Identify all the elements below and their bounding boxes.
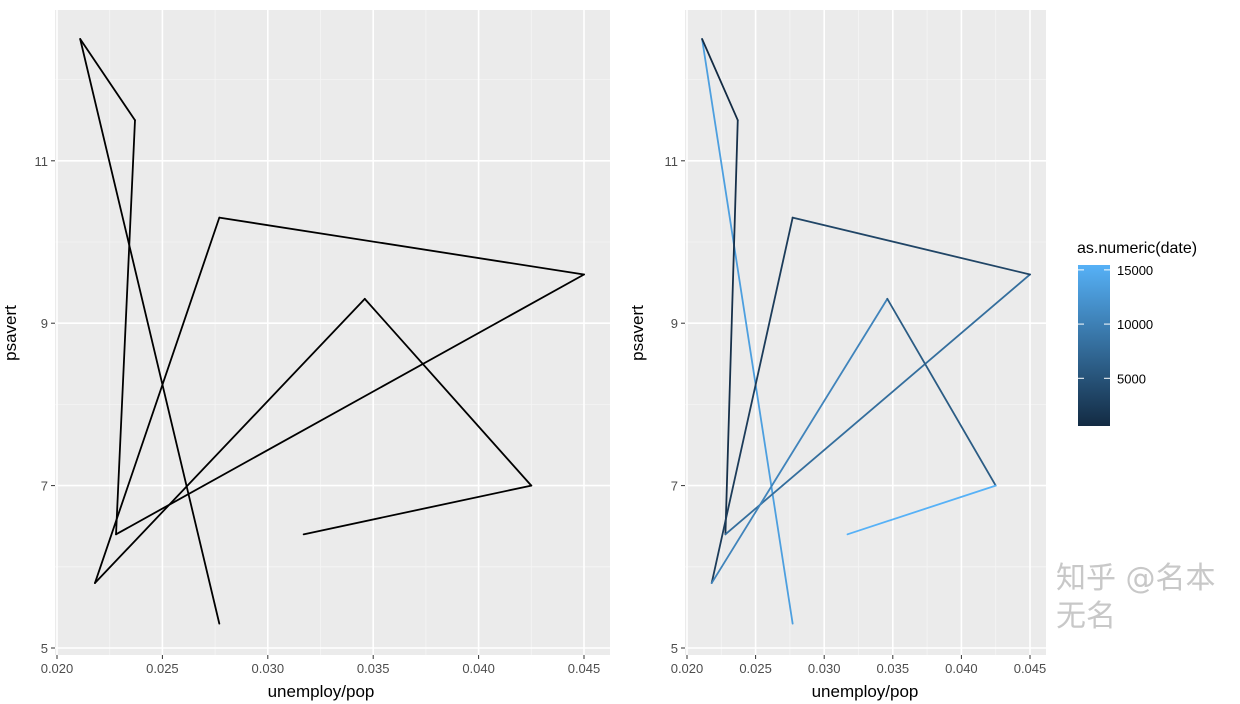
y-axis-title: psavert xyxy=(1,305,20,361)
x-tick-label: 0.020 xyxy=(41,661,74,676)
legend-label: 15000 xyxy=(1117,263,1153,278)
path-segment xyxy=(79,38,221,625)
x-axis-title: unemploy/pop xyxy=(268,682,375,701)
y-tick-label: 9 xyxy=(671,316,678,331)
path-segment xyxy=(363,297,533,487)
path-segment xyxy=(94,297,366,584)
y-tick-label: 5 xyxy=(671,641,678,656)
x-tick-label: 0.035 xyxy=(357,661,390,676)
x-tick-label: 0.035 xyxy=(877,661,910,676)
y-tick-label: 7 xyxy=(41,479,48,494)
x-tick-label: 0.045 xyxy=(1014,661,1047,676)
path-segment xyxy=(79,38,136,122)
x-tick-label: 0.020 xyxy=(671,661,704,676)
path-segment xyxy=(846,484,997,536)
x-tick-label: 0.030 xyxy=(252,661,285,676)
left-panel: 0.020 0.025 0.030 0.035 0.040 0.045 5 7 9 11 unemp… xyxy=(1,10,610,701)
path-segment xyxy=(115,273,585,536)
x-tick-label: 0.045 xyxy=(568,661,601,676)
path-segment xyxy=(115,119,136,536)
path-segment xyxy=(724,273,1031,536)
path-segment xyxy=(886,297,997,487)
path-segment xyxy=(701,38,739,122)
right-panel: 0.020 0.025 0.030 0.035 0.040 0.045 5 7 9 11 unemp… xyxy=(628,10,1046,701)
path-segment xyxy=(701,38,794,625)
x-tick-label: 0.040 xyxy=(462,661,495,676)
legend-colorbar xyxy=(1078,265,1110,426)
path-segment xyxy=(724,119,739,536)
legend-label: 5000 xyxy=(1117,371,1146,386)
legend-title: as.numeric(date) xyxy=(1077,240,1197,257)
y-tick-label: 5 xyxy=(41,641,48,656)
y-axis-title: psavert xyxy=(628,305,647,361)
watermark: 知乎 @名本无名 xyxy=(1056,561,1216,634)
color-legend: as.numeric(date) 15000 10000 5000 xyxy=(1077,240,1197,426)
path-segment xyxy=(302,484,533,536)
x-axis-title: unemploy/pop xyxy=(812,682,919,701)
path-segment xyxy=(218,216,585,276)
y-tick-label: 11 xyxy=(35,154,49,169)
y-tick-label: 7 xyxy=(671,479,678,494)
path-segment xyxy=(710,297,889,584)
path-segment xyxy=(94,216,221,584)
x-tick-label: 0.025 xyxy=(739,661,772,676)
legend-label: 10000 xyxy=(1117,317,1153,332)
y-tick-label: 9 xyxy=(41,316,48,331)
y-tick-label: 11 xyxy=(665,154,679,169)
x-tick-label: 0.030 xyxy=(808,661,841,676)
path-segment xyxy=(791,216,1031,276)
x-tick-label: 0.040 xyxy=(945,661,978,676)
x-tick-label: 0.025 xyxy=(146,661,179,676)
path-segment xyxy=(710,216,794,584)
